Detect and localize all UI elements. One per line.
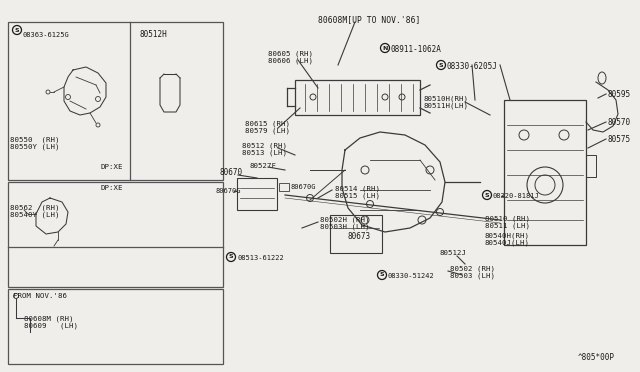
Text: 80670G: 80670G	[291, 184, 317, 190]
Text: 08330-6205J: 08330-6205J	[447, 61, 498, 71]
Text: 80570: 80570	[608, 118, 631, 127]
Text: 80595: 80595	[608, 90, 631, 99]
Text: 80510H(RH)
80511H(LH): 80510H(RH) 80511H(LH)	[424, 95, 469, 109]
Text: 80540H(RH)
80540J(LH): 80540H(RH) 80540J(LH)	[485, 232, 530, 246]
Bar	[8, 289, 223, 364]
Text: S: S	[438, 62, 444, 67]
Text: FROM NOV.'86: FROM NOV.'86	[13, 293, 67, 299]
Bar	[330, 215, 382, 253]
Text: 80510 (RH)
80511 (LH): 80510 (RH) 80511 (LH)	[485, 215, 530, 229]
Text: 80673: 80673	[348, 232, 371, 241]
Bar	[504, 100, 586, 245]
Text: 80527F: 80527F	[250, 163, 277, 169]
Bar	[237, 178, 277, 210]
Bar	[8, 182, 223, 287]
Text: 80514 (RH)
80515 (LH): 80514 (RH) 80515 (LH)	[335, 185, 380, 199]
Text: 80670: 80670	[220, 168, 243, 177]
Text: 80502H (RH)
80503H (LH): 80502H (RH) 80503H (LH)	[320, 216, 369, 230]
Text: 08513-61222: 08513-61222	[237, 255, 284, 261]
Text: ^805*00P: ^805*00P	[578, 353, 615, 362]
Text: N: N	[382, 45, 388, 51]
Bar	[586, 155, 596, 177]
Text: 80512J: 80512J	[440, 250, 467, 256]
Text: S: S	[484, 192, 490, 198]
Text: DP:XE: DP:XE	[100, 164, 123, 170]
Bar	[279, 183, 289, 191]
Text: DP:XE: DP:XE	[100, 185, 123, 191]
Text: 80512H: 80512H	[140, 30, 168, 39]
Text: S: S	[228, 254, 234, 260]
Text: 08911-1062A: 08911-1062A	[391, 45, 442, 54]
Text: 80608M (RH)
80609   (LH): 80608M (RH) 80609 (LH)	[24, 315, 78, 329]
Text: 80502 (RH)
80503 (LH): 80502 (RH) 80503 (LH)	[450, 265, 495, 279]
Text: 08320-8181J: 08320-8181J	[493, 193, 540, 199]
Text: 80608M[UP TO NOV.'86]: 80608M[UP TO NOV.'86]	[318, 15, 420, 24]
Text: 80550  (RH)
80550Y (LH): 80550 (RH) 80550Y (LH)	[10, 136, 60, 150]
Text: 80670G: 80670G	[216, 188, 241, 194]
Text: 80615 (RH)
80579 (LH): 80615 (RH) 80579 (LH)	[245, 120, 290, 134]
Text: S: S	[380, 273, 384, 278]
Text: S: S	[15, 28, 19, 32]
Text: 80575: 80575	[608, 135, 631, 144]
Text: 80512 (RH)
80513 (LH): 80512 (RH) 80513 (LH)	[242, 142, 287, 156]
Text: 80605 (RH)
80606 (LH): 80605 (RH) 80606 (LH)	[268, 50, 313, 64]
Text: 08330-51242: 08330-51242	[388, 273, 435, 279]
Text: 80562  (RH)
80540Y (LH): 80562 (RH) 80540Y (LH)	[10, 204, 60, 218]
Bar	[295, 80, 420, 115]
Text: 08363-6125G: 08363-6125G	[22, 32, 68, 38]
Bar	[8, 22, 223, 180]
